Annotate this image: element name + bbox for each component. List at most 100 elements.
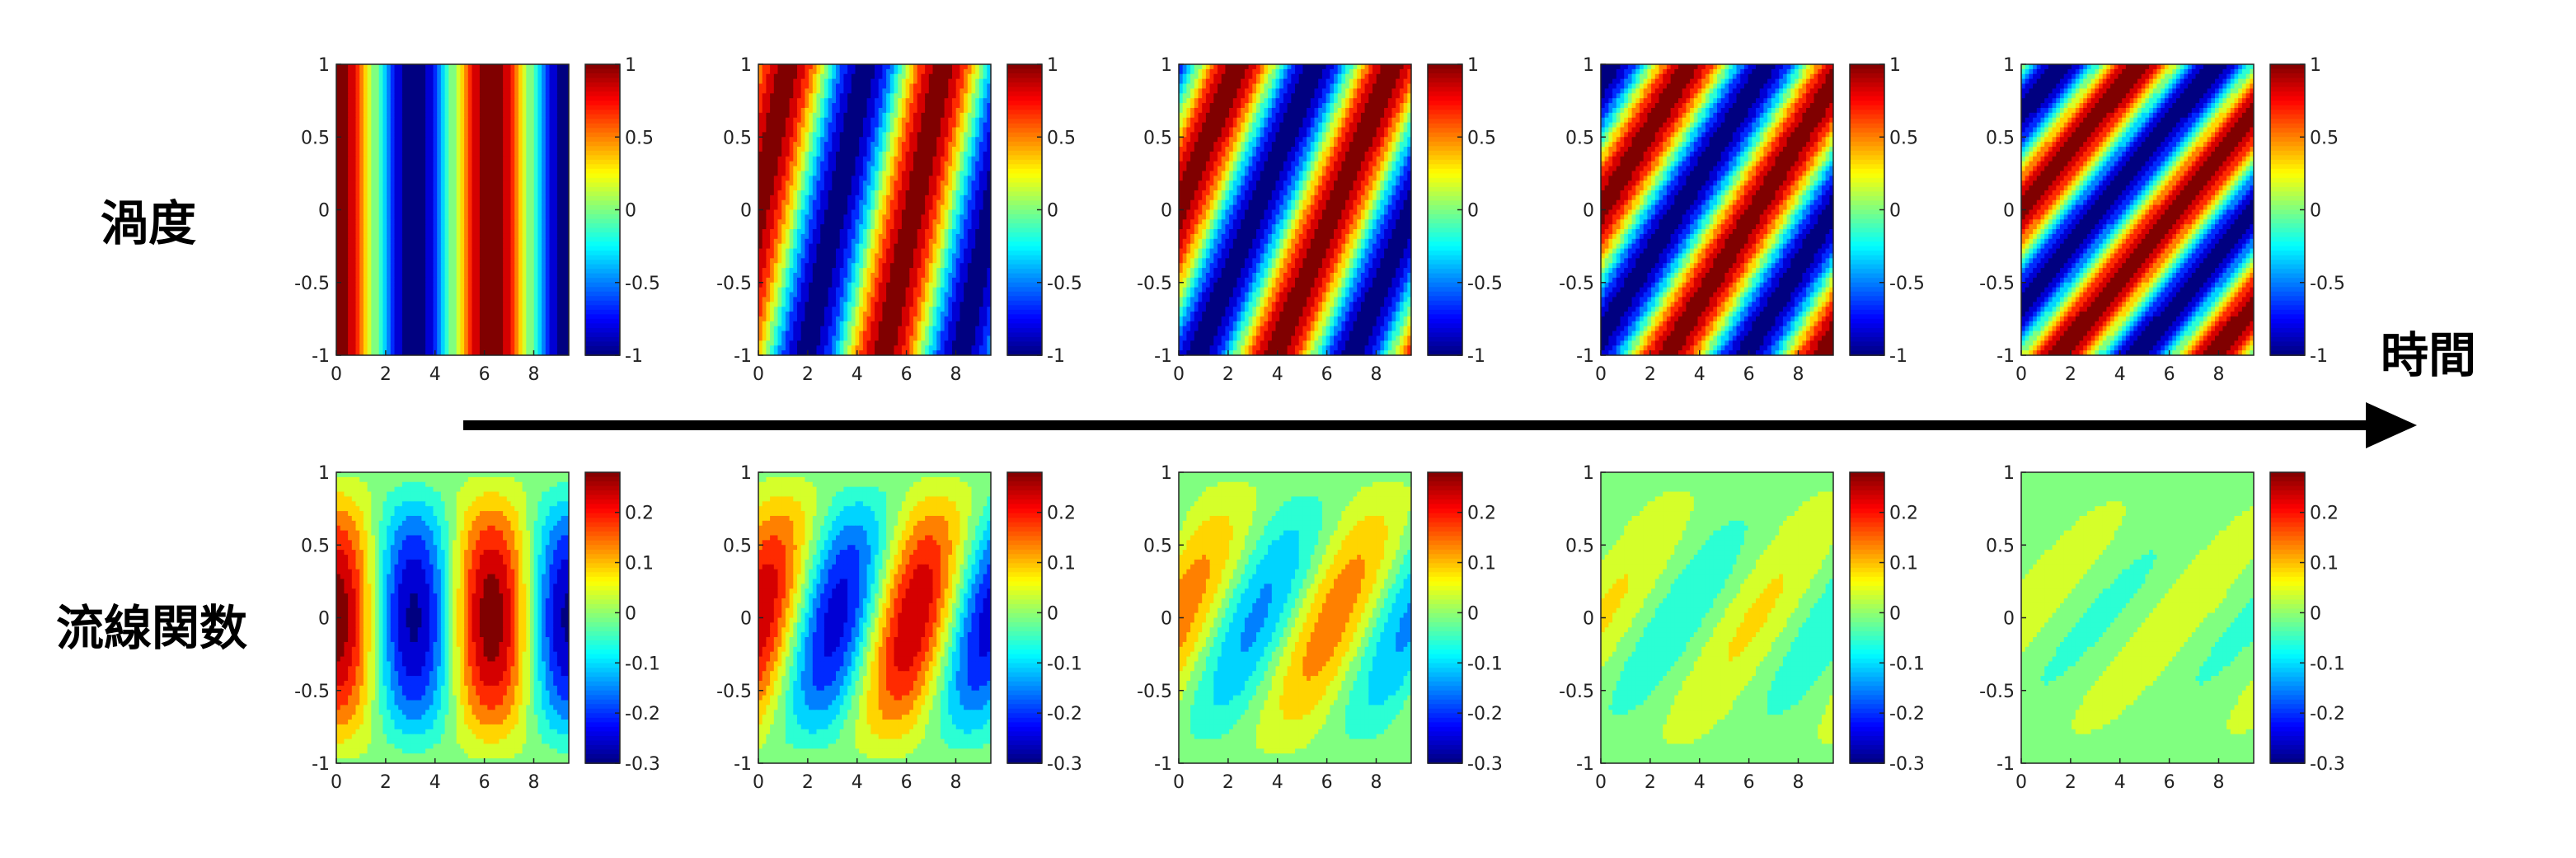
heatmap-cell bbox=[453, 161, 457, 167]
heatmap-cell bbox=[410, 248, 415, 255]
heatmap-cell bbox=[518, 64, 523, 70]
heatmap-cell bbox=[839, 98, 844, 104]
heatmap-cell bbox=[398, 78, 403, 85]
heatmap-cell bbox=[925, 132, 930, 138]
heatmap-cell bbox=[506, 321, 512, 327]
heatmap-cell bbox=[382, 83, 387, 90]
heatmap-cell bbox=[862, 132, 868, 138]
heatmap-cell bbox=[526, 253, 531, 259]
heatmap-cell bbox=[917, 161, 922, 167]
heatmap-cell bbox=[371, 112, 376, 119]
heatmap-cell bbox=[762, 73, 767, 80]
heatmap-cell bbox=[987, 112, 991, 119]
heatmap-cell bbox=[932, 142, 937, 148]
x-tick-label: 0 bbox=[331, 364, 342, 385]
heatmap-cell bbox=[429, 137, 434, 143]
heatmap-cell bbox=[394, 78, 399, 85]
heatmap-cell bbox=[777, 93, 782, 99]
heatmap-cell bbox=[967, 98, 973, 104]
heatmap-cell bbox=[440, 88, 446, 94]
heatmap-cell bbox=[448, 297, 453, 302]
heatmap-cell bbox=[382, 107, 387, 114]
heatmap-cell bbox=[437, 258, 442, 264]
heatmap-cell bbox=[495, 166, 500, 172]
heatmap-cell bbox=[390, 78, 396, 85]
heatmap-cell bbox=[522, 147, 527, 152]
heatmap-cell bbox=[359, 127, 364, 133]
heatmap-cell bbox=[816, 122, 821, 129]
heatmap-cell bbox=[866, 103, 871, 109]
heatmap-cell bbox=[522, 253, 527, 259]
heatmap-cell bbox=[375, 258, 380, 264]
heatmap-cell bbox=[510, 272, 515, 279]
heatmap-cell bbox=[476, 73, 481, 80]
heatmap-cell bbox=[506, 282, 512, 288]
heatmap-cell bbox=[530, 204, 535, 211]
heatmap-cell bbox=[410, 287, 415, 293]
heatmap-cell bbox=[421, 312, 426, 317]
heatmap-cell bbox=[401, 88, 407, 94]
heatmap-cell bbox=[456, 238, 461, 245]
heatmap-cell bbox=[456, 88, 461, 94]
heatmap-cell bbox=[542, 209, 547, 215]
heatmap-cell bbox=[398, 171, 403, 176]
heatmap-cell bbox=[344, 297, 349, 302]
heatmap-cell bbox=[789, 88, 794, 94]
heatmap-cell bbox=[487, 107, 492, 114]
heatmap-cell bbox=[340, 277, 345, 284]
heatmap-cell bbox=[479, 73, 485, 80]
heatmap-cell bbox=[351, 171, 357, 176]
heatmap-cell bbox=[928, 161, 934, 167]
heatmap-cell bbox=[964, 112, 969, 119]
heatmap-cell bbox=[964, 132, 969, 138]
heatmap-cell bbox=[371, 88, 376, 94]
heatmap-cell bbox=[875, 151, 880, 157]
heatmap-cell bbox=[340, 282, 345, 288]
heatmap-cell bbox=[553, 316, 558, 322]
heatmap-cell bbox=[545, 83, 551, 90]
heatmap-cell bbox=[514, 258, 519, 264]
heatmap-cell bbox=[456, 263, 461, 269]
heatmap-cell bbox=[421, 112, 426, 119]
heatmap-cell bbox=[421, 161, 426, 167]
heatmap-cell bbox=[975, 98, 980, 104]
heatmap-cell bbox=[394, 335, 399, 341]
colorbar-segment bbox=[585, 209, 620, 215]
heatmap-cell bbox=[467, 122, 473, 129]
heatmap-cell bbox=[410, 229, 415, 235]
heatmap-cell bbox=[537, 214, 542, 220]
heatmap-cell bbox=[889, 151, 895, 157]
heatmap-cell bbox=[983, 83, 988, 90]
heatmap-cell bbox=[363, 263, 368, 269]
heatmap-cell bbox=[545, 350, 551, 355]
heatmap-cell bbox=[960, 88, 964, 94]
heatmap-cell bbox=[456, 229, 461, 235]
heatmap-cell bbox=[781, 107, 786, 114]
heatmap-cell bbox=[479, 302, 485, 307]
heatmap-cell bbox=[549, 73, 554, 80]
heatmap-cell bbox=[859, 83, 864, 90]
colorbar-segment bbox=[585, 223, 620, 229]
heatmap-cell bbox=[537, 243, 542, 250]
heatmap-cell bbox=[460, 204, 465, 211]
heatmap-cell bbox=[444, 316, 449, 322]
heatmap-cell bbox=[793, 137, 798, 143]
heatmap-cell bbox=[766, 161, 771, 167]
heatmap-cell bbox=[975, 112, 980, 119]
heatmap-cell bbox=[467, 312, 473, 317]
heatmap-cell bbox=[355, 176, 360, 181]
heatmap-cell bbox=[363, 73, 368, 80]
heatmap-cell bbox=[340, 316, 345, 322]
heatmap-cell bbox=[773, 107, 779, 114]
heatmap-cell bbox=[467, 331, 473, 337]
heatmap-cell bbox=[797, 64, 802, 70]
heatmap-cell bbox=[518, 195, 523, 201]
heatmap-cell bbox=[561, 78, 565, 85]
heatmap-cell bbox=[526, 214, 531, 220]
heatmap-cell bbox=[460, 190, 465, 196]
heatmap-cell bbox=[522, 214, 527, 220]
heatmap-cell bbox=[410, 204, 415, 211]
heatmap-cell bbox=[510, 151, 515, 157]
heatmap-cell bbox=[785, 117, 791, 124]
heatmap-cell bbox=[429, 107, 434, 114]
